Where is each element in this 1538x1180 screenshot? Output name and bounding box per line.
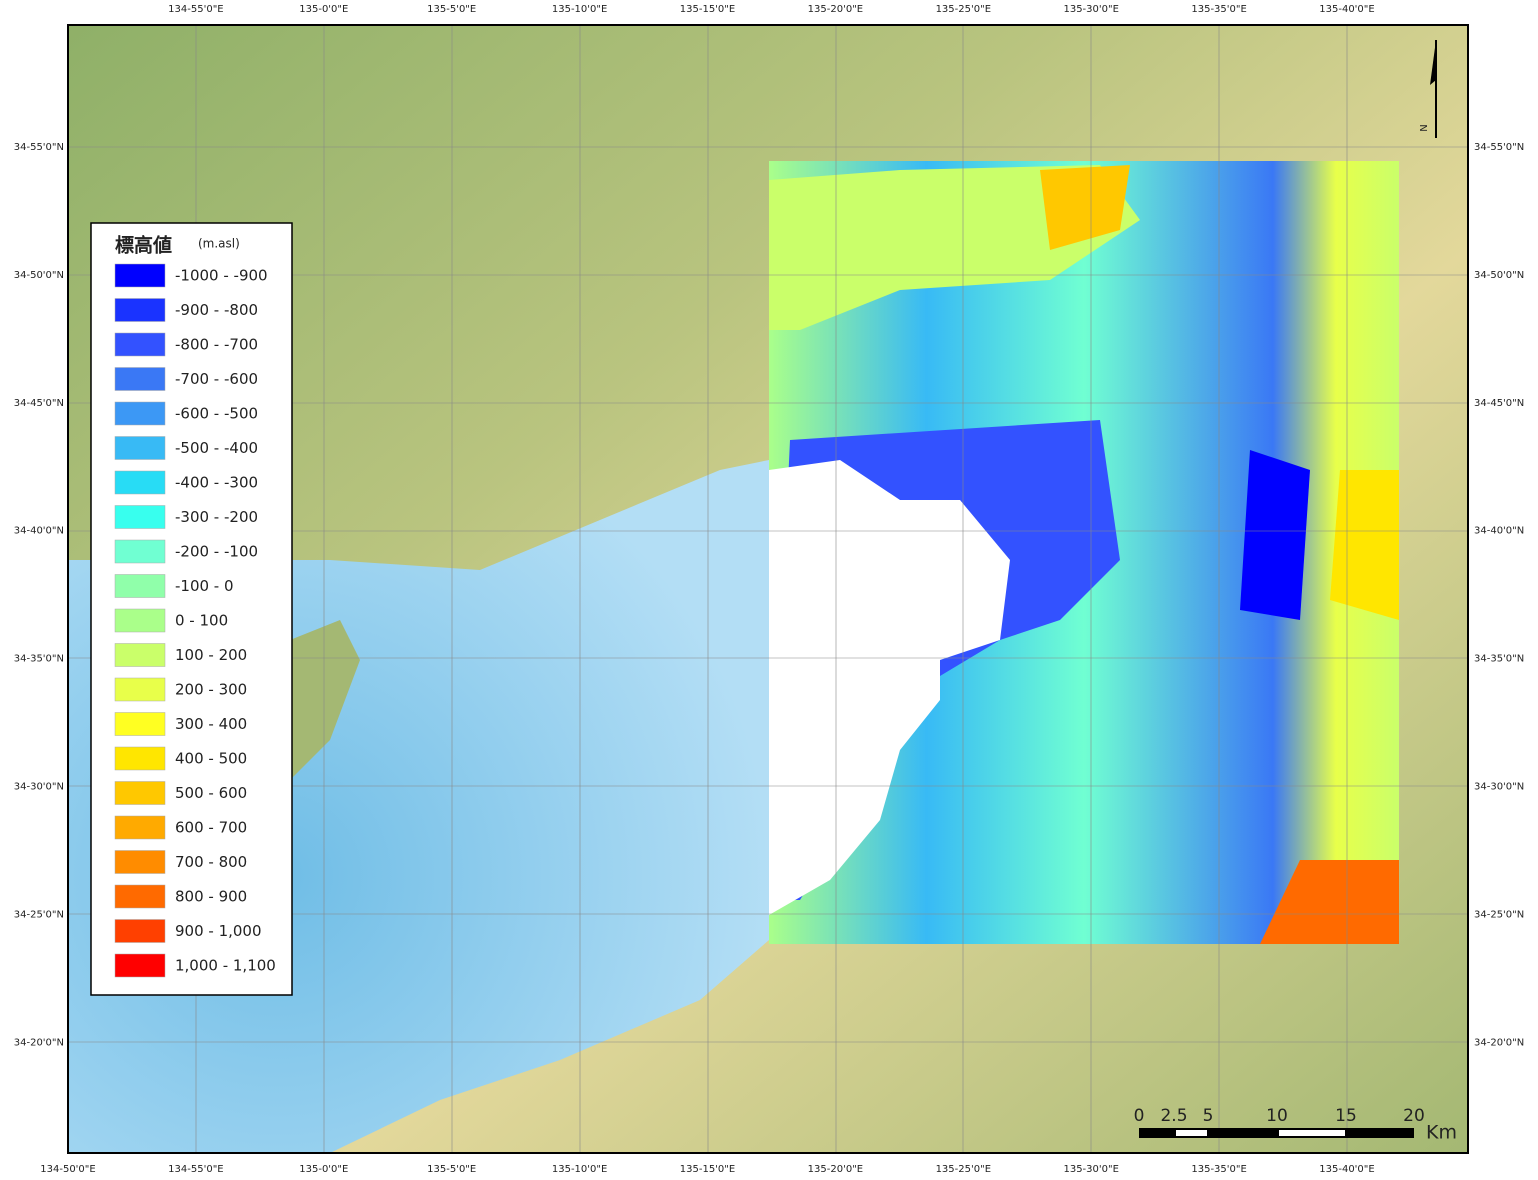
legend-label: 100 - 200 <box>175 646 247 664</box>
map-frame <box>67 24 1469 1154</box>
latitude-label: 34-50'0"N <box>1474 270 1524 281</box>
legend-swatch <box>114 574 166 598</box>
latitude-label: 34-45'0"N <box>14 398 64 409</box>
latitude-label: 34-45'0"N <box>1474 398 1524 409</box>
longitude-label: 135-10'0"E <box>552 4 607 15</box>
graticule <box>68 25 1468 1153</box>
legend-swatch <box>114 884 166 909</box>
legend-label: 600 - 700 <box>175 819 247 837</box>
legend-label: 800 - 900 <box>175 888 247 906</box>
legend-swatch <box>114 781 166 805</box>
longitude-label: 134-50'0"E <box>40 1164 95 1175</box>
legend-swatch <box>114 539 166 564</box>
latitude-label: 34-35'0"N <box>14 654 64 665</box>
longitude-label: 135-30'0"E <box>1063 1164 1118 1175</box>
legend-swatch <box>114 643 166 667</box>
legend-label: 300 - 400 <box>175 715 247 733</box>
legend-swatch <box>114 505 166 529</box>
longitude-label: 135-35'0"E <box>1191 4 1246 15</box>
scale-unit: Km <box>1426 1122 1457 1144</box>
longitude-label: 135-5'0"E <box>427 4 476 15</box>
longitude-label: 135-5'0"E <box>427 1164 476 1175</box>
legend-label: -200 - -100 <box>175 543 258 561</box>
latitude-label: 34-50'0"N <box>14 270 64 281</box>
legend-label: -100 - 0 <box>175 577 234 595</box>
legend-label: 900 - 1,000 <box>175 922 262 940</box>
legend-label: -600 - -500 <box>175 405 258 423</box>
legend-swatch <box>114 332 166 357</box>
scale-label: 10 <box>1266 1106 1288 1126</box>
scale-bar-frame <box>1139 1128 1414 1138</box>
longitude-label: 135-0'0"E <box>299 4 348 15</box>
legend-label: 1,000 - 1,100 <box>175 957 276 975</box>
latitude-label: 34-30'0"N <box>1474 782 1524 793</box>
longitude-label: 135-40'0"E <box>1319 4 1374 15</box>
legend-swatch <box>114 850 166 874</box>
north-arrow: N <box>1419 40 1437 138</box>
legend-label: -800 - -700 <box>175 336 258 354</box>
latitude-label: 34-30'0"N <box>14 782 64 793</box>
latitude-label: 34-20'0"N <box>14 1037 64 1048</box>
legend-swatch <box>114 401 166 426</box>
longitude-label: 134-55'0"E <box>168 4 223 15</box>
scale-label: 0 <box>1134 1106 1145 1126</box>
latitude-label: 34-20'0"N <box>1474 1037 1524 1048</box>
legend-label: -500 - -400 <box>175 439 258 457</box>
longitude-label: 135-35'0"E <box>1191 1164 1246 1175</box>
scale-bar-segment <box>1176 1130 1207 1136</box>
legend-label: 400 - 500 <box>175 750 247 768</box>
legend-swatch <box>114 298 166 322</box>
legend-label: -900 - -800 <box>175 301 258 319</box>
legend-swatch <box>114 815 166 840</box>
scale-label: 20 <box>1403 1106 1425 1126</box>
legend-swatch <box>114 677 166 702</box>
legend-label: 0 - 100 <box>175 612 228 630</box>
legend-label: 200 - 300 <box>175 681 247 699</box>
legend: 標高値 (m.asl) -1000 - -900 -900 - -800 -800 … <box>90 222 293 996</box>
longitude-label: 135-40'0"E <box>1319 1164 1374 1175</box>
latitude-label: 34-25'0"N <box>1474 909 1524 920</box>
latitude-label: 34-40'0"N <box>14 526 64 537</box>
legend-label: -300 - -200 <box>175 508 258 526</box>
longitude-label: 135-30'0"E <box>1063 4 1118 15</box>
latitude-label: 34-55'0"N <box>14 142 64 153</box>
longitude-label: 135-25'0"E <box>936 1164 991 1175</box>
legend-title: 標高値 <box>115 234 172 257</box>
legend-swatch <box>114 608 166 633</box>
longitude-label: 135-10'0"E <box>552 1164 607 1175</box>
legend-swatch <box>114 470 166 495</box>
scale-label: 5 <box>1203 1106 1214 1126</box>
legend-swatch <box>114 712 166 736</box>
longitude-label: 135-15'0"E <box>680 1164 735 1175</box>
legend-label: -700 - -600 <box>175 370 258 388</box>
latitude-label: 34-25'0"N <box>14 909 64 920</box>
legend-swatch <box>114 367 166 391</box>
latitude-label: 34-55'0"N <box>1474 142 1524 153</box>
scale-label: 15 <box>1335 1106 1357 1126</box>
legend-unit: (m.asl) <box>198 237 240 251</box>
latitude-label: 34-35'0"N <box>1474 654 1524 665</box>
scale-label: 2.5 <box>1160 1106 1187 1126</box>
legend-swatch <box>114 953 166 978</box>
longitude-label: 135-20'0"E <box>808 1164 863 1175</box>
legend-swatch <box>114 919 166 943</box>
legend-label: -1000 - -900 <box>175 267 268 285</box>
longitude-label: 135-15'0"E <box>680 4 735 15</box>
legend-swatch <box>114 263 166 288</box>
legend-label: 700 - 800 <box>175 853 247 871</box>
longitude-label: 135-0'0"E <box>299 1164 348 1175</box>
legend-label: -400 - -300 <box>175 474 258 492</box>
latitude-label: 34-40'0"N <box>1474 526 1524 537</box>
scale-bar-segment <box>1279 1130 1345 1136</box>
longitude-label: 134-55'0"E <box>168 1164 223 1175</box>
legend-swatch <box>114 436 166 460</box>
legend-swatch <box>114 746 166 771</box>
longitude-label: 135-25'0"E <box>936 4 991 15</box>
longitude-label: 135-20'0"E <box>808 4 863 15</box>
legend-label: 500 - 600 <box>175 784 247 802</box>
north-label: N <box>1419 124 1430 131</box>
